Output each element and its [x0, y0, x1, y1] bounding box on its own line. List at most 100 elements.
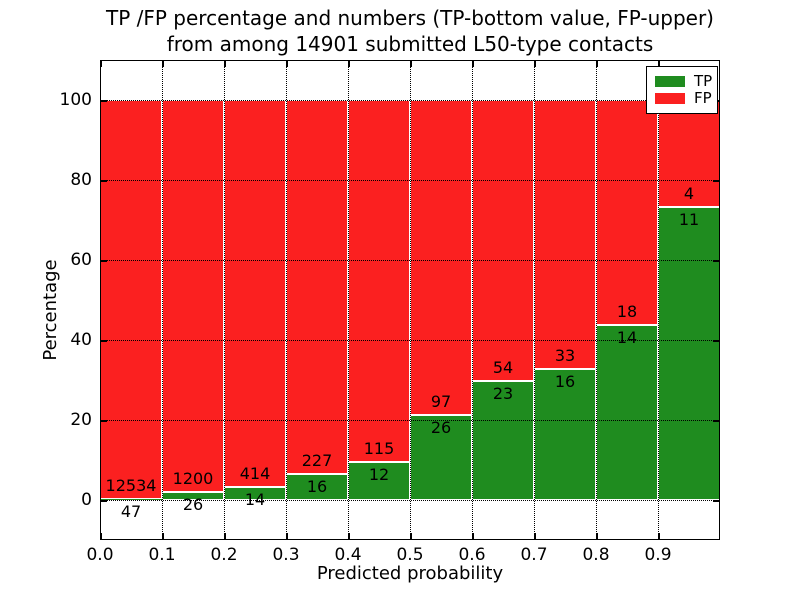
bar-segment-tp-0 [100, 498, 162, 500]
bar-segment-fp-9 [658, 100, 720, 207]
grid-line-x-0.8 [596, 60, 597, 540]
legend-label-tp: TP [694, 72, 713, 90]
bar-count-label-tp-9: 11 [678, 209, 700, 229]
chart-title-line2: from among 14901 submitted L50-type cont… [166, 32, 654, 56]
grid-line-y-80 [100, 180, 720, 181]
bar-count-label-fp-2: 414 [239, 463, 271, 483]
x-tick-label-0.3: 0.3 [272, 545, 300, 565]
bar-labels-layer: 12534 47 1200 26 414 14 227 16 115 12 97 26 54 23 33 16… [100, 60, 720, 540]
bars-layer [100, 60, 720, 540]
tick-left-0 [100, 500, 107, 502]
tick-left-80 [100, 180, 107, 182]
tick-right-20 [713, 420, 720, 422]
bar-segment-fp-3 [286, 100, 348, 474]
plot-area: 12534 47 1200 26 414 14 227 16 115 12 97 26 54 23 33 16… [100, 60, 720, 540]
bar-count-label-tp-2: 14 [244, 489, 266, 509]
tick-right-80 [713, 180, 720, 182]
bar-count-label-fp-8: 18 [616, 302, 638, 321]
tick-top-0.0 [100, 60, 102, 67]
y-tick-label-60: 60 [70, 250, 92, 270]
grid-line-x-0.9 [658, 60, 659, 540]
bar-count-label-tp-5: 26 [430, 418, 452, 438]
y-tick-label-40: 40 [70, 330, 92, 350]
bar-segment-fp-8 [596, 100, 658, 325]
x-tick-label-0.9: 0.9 [644, 545, 672, 565]
tick-left-40 [100, 340, 107, 342]
tick-bottom-0.9 [658, 533, 660, 540]
bar-count-label-fp-3: 227 [301, 450, 333, 470]
tick-bottom-0.4 [348, 533, 350, 540]
chart-title: TP /FP percentage and numbers (TP-bottom… [100, 5, 720, 57]
grid-line-y-0 [100, 500, 720, 501]
legend-row-fp: FP [655, 89, 712, 107]
tick-top-0.9 [658, 60, 660, 67]
grid-line-x-0.4 [348, 60, 349, 540]
bar-count-label-tp-4: 12 [368, 465, 390, 485]
tick-top-0.7 [534, 60, 536, 67]
y-tick-label-0: 0 [81, 490, 92, 510]
legend-row-tp: TP [655, 72, 713, 90]
x-tick-label-0.2: 0.2 [210, 545, 238, 565]
tick-left-20 [100, 420, 107, 422]
tick-bottom-0.6 [472, 533, 474, 540]
bar-segment-tp-7 [534, 369, 596, 500]
legend-label-fp: FP [694, 89, 712, 107]
tick-right-0 [713, 500, 720, 502]
grid-line-y-20 [100, 420, 720, 421]
x-axis-label: Predicted probability [316, 563, 504, 584]
x-tick-label-0.5: 0.5 [396, 545, 424, 565]
tick-top-0.2 [224, 60, 226, 67]
x-tick-label-0.7: 0.7 [520, 545, 548, 565]
grid-line-y-100 [100, 100, 720, 101]
bar-segment-tp-5 [410, 415, 472, 500]
bar-count-label-tp-3: 16 [306, 476, 328, 496]
tick-top-0.5 [410, 60, 412, 67]
bar-count-label-fp-6: 54 [492, 357, 514, 377]
tick-top-0.3 [286, 60, 288, 67]
bar-count-label-fp-9: 4 [683, 183, 695, 203]
tick-top-0.6 [472, 60, 474, 67]
legend-swatch-fp [655, 93, 685, 104]
bar-count-label-tp-8: 14 [616, 328, 638, 347]
tick-bottom-0.0 [100, 533, 102, 540]
y-tick-label-80: 80 [70, 170, 92, 190]
bar-count-label-tp-1: 26 [182, 494, 204, 514]
tick-bottom-0.1 [162, 533, 164, 540]
bar-count-label-fp-1: 1200 [172, 468, 214, 488]
x-tick-label-0.1: 0.1 [148, 545, 176, 565]
tick-top-0.8 [596, 60, 598, 67]
x-tick-label-0.8: 0.8 [582, 545, 610, 565]
y-tick-label-20: 20 [70, 410, 92, 430]
grid-line-y-40 [100, 340, 720, 341]
bar-segment-fp-6 [472, 100, 534, 381]
grid-line-x-0.3 [286, 60, 287, 540]
tick-bottom-0.7 [534, 533, 536, 540]
legend: TP FP [646, 66, 718, 114]
x-tick-label-0.4: 0.4 [334, 545, 362, 565]
tick-top-0.4 [348, 60, 350, 67]
chart-title-line1: TP /FP percentage and numbers (TP-bottom… [106, 6, 714, 30]
grid-line-x-0.5 [410, 60, 411, 540]
bar-count-label-fp-0: 12534 [105, 475, 157, 495]
grid-line-x-0.2 [224, 60, 225, 540]
bar-segment-fp-4 [348, 100, 410, 463]
bar-segment-tp-3 [286, 473, 348, 500]
bar-count-label-fp-4: 115 [363, 439, 395, 459]
grid-line-x-0.6 [472, 60, 473, 540]
grid-line-y-60 [100, 260, 720, 261]
tick-bottom-0.2 [224, 533, 226, 540]
legend-swatch-tp [655, 76, 685, 87]
bar-count-label-fp-5: 97 [430, 392, 452, 412]
x-tick-label-0.6: 0.6 [458, 545, 486, 565]
bar-segment-fp-5 [410, 100, 472, 416]
grid-layer [100, 60, 720, 540]
tick-bottom-0.8 [596, 533, 598, 540]
grid-line-x-0.1 [162, 60, 163, 540]
bar-segment-fp-7 [534, 100, 596, 370]
bar-count-label-tp-7: 16 [554, 372, 576, 392]
tick-top-0.1 [162, 60, 164, 67]
tick-left-60 [100, 260, 107, 262]
y-axis-label: Percentage [40, 259, 61, 361]
bar-count-label-fp-7: 33 [554, 346, 576, 366]
